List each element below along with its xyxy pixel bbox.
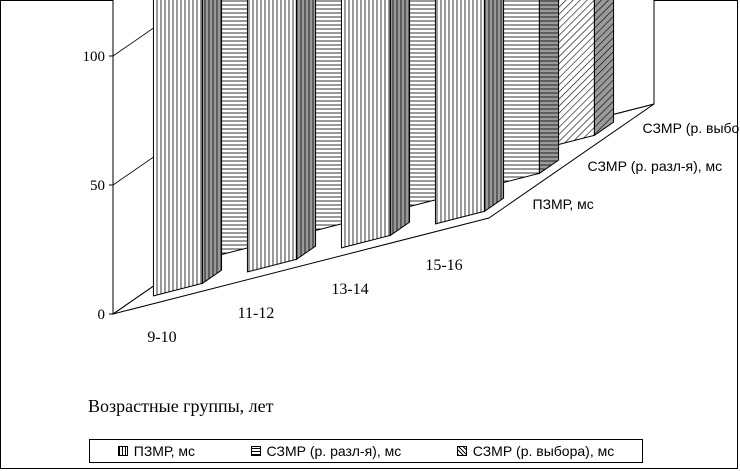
depth-axis-series: ПЗМР, мс СЗМР (р. разл-я), мс СЗМР (р. выб…	[533, 120, 740, 212]
series-axis-label: СЗМР (р. выбора), мс	[643, 120, 740, 136]
bar-0-1	[246, 0, 317, 273]
legend-item: СЗМР (р. выбора), мс	[456, 443, 615, 459]
bar-side	[389, 0, 411, 237]
legend-item: СЗМР (р. разл-я), мс	[250, 443, 402, 459]
legend-swatch	[250, 446, 261, 456]
legend-label: ПЗМР, мс	[133, 443, 196, 459]
x-axis-categories: 9-10 11-12 13-14 15-16	[147, 257, 462, 346]
bar-side	[538, 0, 560, 175]
x-tick-label: 11-12	[238, 305, 275, 322]
bar-front	[246, 0, 297, 273]
bar-front	[152, 0, 203, 297]
bar-0-0	[152, 0, 223, 297]
chart-bars	[152, 0, 615, 297]
y-tick-label: 100	[83, 49, 106, 65]
bar-front	[434, 0, 485, 225]
bar-0-2	[340, 0, 411, 249]
x-tick-label: 9-10	[147, 329, 176, 346]
x-tick-label: 15-16	[425, 257, 462, 274]
legend-swatch	[456, 446, 467, 456]
series-axis-label: ПЗМР, мс	[533, 196, 594, 212]
bar-front	[340, 0, 391, 249]
bar-side	[593, 0, 615, 137]
bar-side	[483, 0, 505, 213]
legend-label: СЗМР (р. разл-я), мс	[266, 443, 402, 459]
bar-side	[295, 0, 317, 261]
y-axis-ticks: 050100150200250300350400450	[83, 49, 113, 323]
series-axis-label: СЗМР (р. разл-я), мс	[588, 158, 723, 174]
y-tick-label: 50	[90, 178, 105, 194]
x-tick-label: 13-14	[331, 281, 368, 298]
legend-item: ПЗМР, мс	[117, 443, 196, 459]
chart-legend: ПЗМР, мс СЗМР (р. разл-я), мс СЗМР (р. выб…	[89, 439, 643, 463]
y-tick-label: 0	[98, 307, 106, 323]
bar-0-3	[434, 0, 505, 225]
legend-swatch	[117, 446, 128, 456]
bar-side	[201, 0, 223, 285]
legend-label: СЗМР (р. выбора), мс	[472, 443, 615, 459]
x-axis-title: Возрастные группы, лет	[88, 396, 274, 416]
